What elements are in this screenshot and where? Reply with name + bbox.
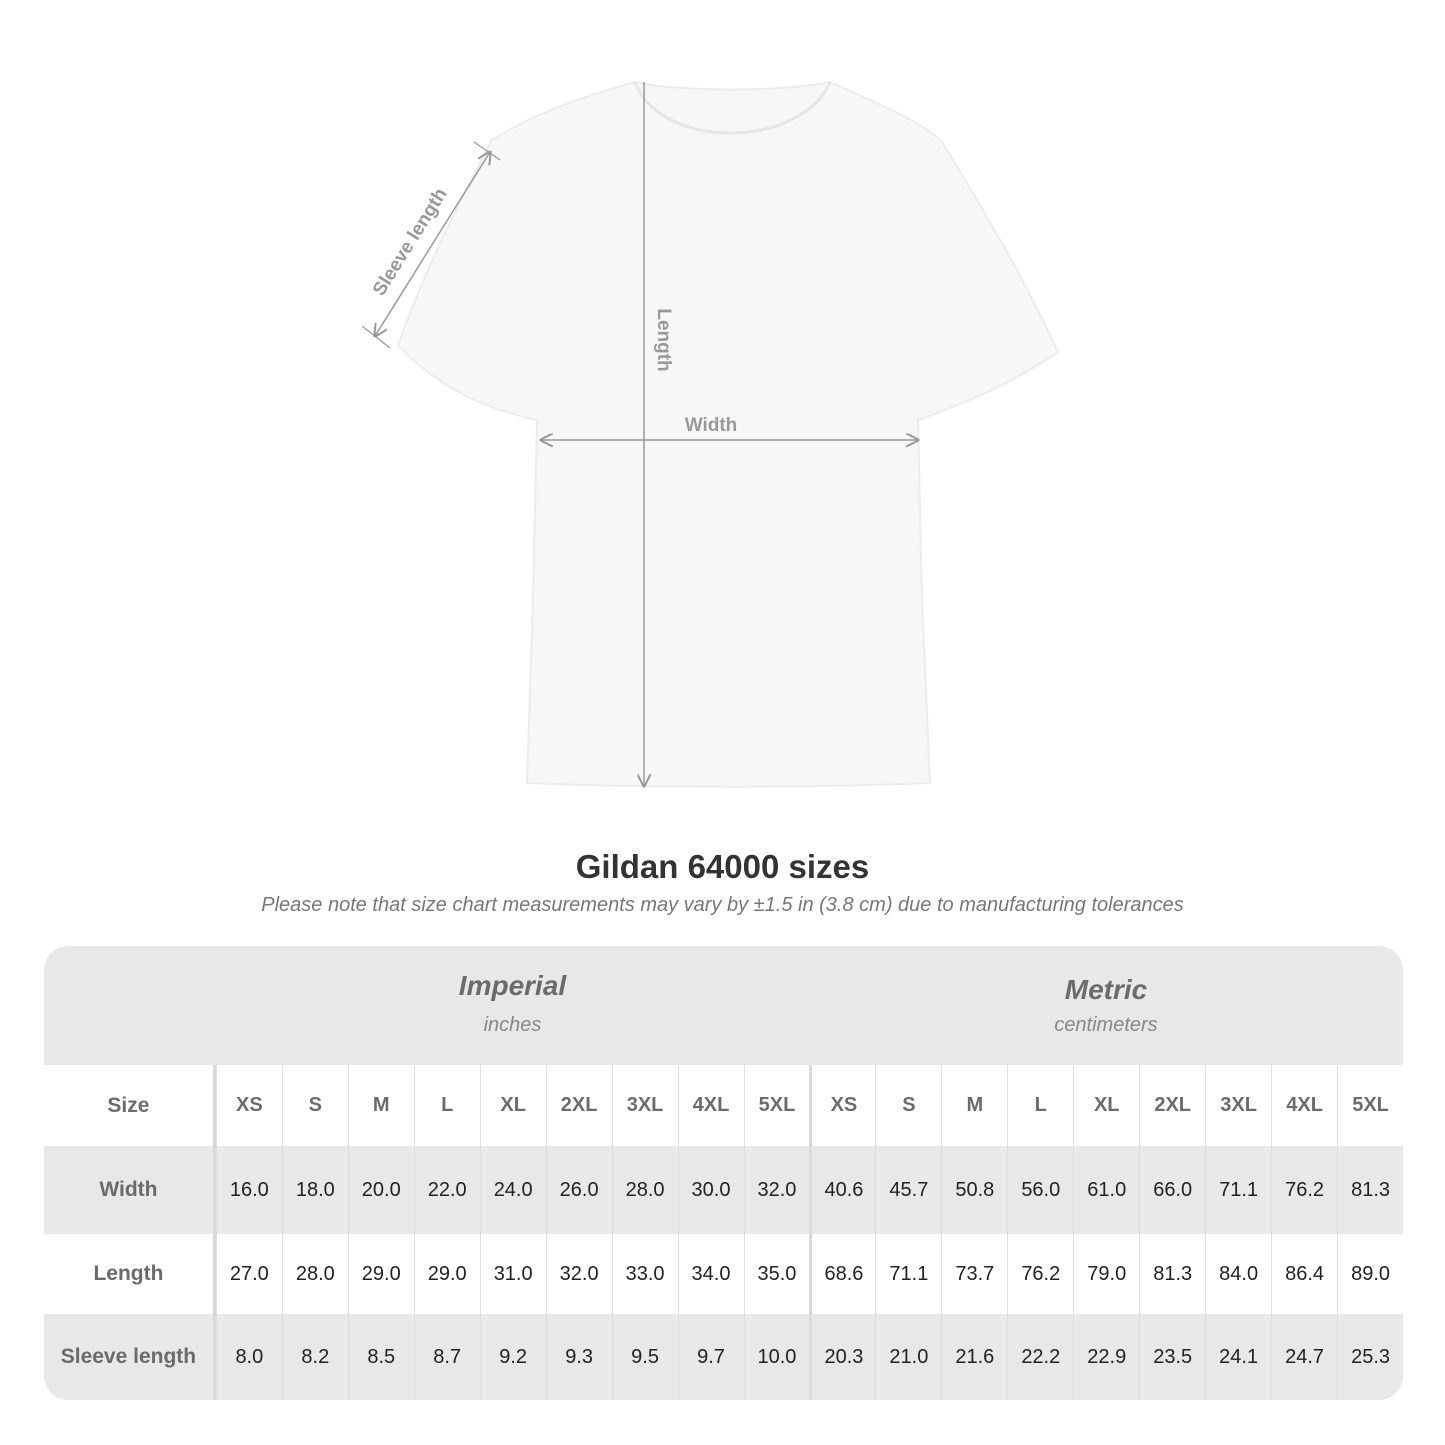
imperial-value: 28.0 bbox=[281, 1234, 348, 1314]
metric-value: 84.0 bbox=[1205, 1234, 1271, 1314]
size-header: 2XL bbox=[545, 1065, 612, 1146]
imperial-value: 22.0 bbox=[413, 1146, 480, 1234]
metric-value: 24.1 bbox=[1205, 1314, 1271, 1400]
imperial-value: 16.0 bbox=[215, 1146, 282, 1234]
size-grid: Size XS S M L XL 2XL 3XL 4XL 5XL XS S M L XL 2XL 3XL 4XL 5… bbox=[44, 1065, 1403, 1400]
imperial-value: 27.0 bbox=[215, 1234, 282, 1314]
row-label: Length bbox=[44, 1234, 216, 1314]
imperial-value: 18.0 bbox=[281, 1146, 348, 1234]
imperial-value: 31.0 bbox=[479, 1234, 546, 1314]
metric-value: 22.2 bbox=[1007, 1314, 1073, 1400]
imperial-value: 8.7 bbox=[413, 1314, 480, 1400]
metric-unit: centimeters bbox=[1054, 1014, 1158, 1036]
imperial-value: 8.0 bbox=[215, 1314, 282, 1400]
table-row: Length 27.0 28.0 29.0 29.0 31.0 32.0 33.0 34.0 35… bbox=[44, 1234, 1403, 1314]
tshirt-diagram: Sleeve length Length Width bbox=[361, 80, 1060, 788]
metric-value: 71.1 bbox=[1205, 1146, 1271, 1234]
table-row: Width 16.0 18.0 20.0 22.0 24.0 26.0 28.0 30.0 32.… bbox=[44, 1146, 1403, 1234]
size-header: S bbox=[281, 1065, 348, 1146]
table-row: Sleeve length 8.0 8.2 8.5 8.7 9.2 9.3 9.5 9.7 10.… bbox=[44, 1314, 1403, 1400]
metric-value: 40.6 bbox=[809, 1146, 875, 1234]
size-header: XS bbox=[809, 1065, 875, 1146]
imperial-value: 29.0 bbox=[413, 1234, 480, 1314]
imperial-value: 20.0 bbox=[347, 1146, 414, 1234]
metric-value: 24.7 bbox=[1271, 1314, 1337, 1400]
metric-value: 81.3 bbox=[1139, 1234, 1205, 1314]
imperial-unit: inches bbox=[483, 1014, 542, 1036]
metric-title: Metric bbox=[1064, 974, 1148, 1005]
size-table: Imperial inches Metric centimeters Size X… bbox=[44, 946, 1403, 1400]
row-label: Size bbox=[44, 1065, 216, 1146]
imperial-value: 9.2 bbox=[479, 1314, 546, 1400]
size-header: L bbox=[413, 1065, 480, 1146]
imperial-value: 28.0 bbox=[611, 1146, 678, 1234]
metric-value: 20.3 bbox=[809, 1314, 875, 1400]
metric-value: 21.6 bbox=[941, 1314, 1007, 1400]
size-header: 5XL bbox=[1337, 1065, 1403, 1146]
size-header: 3XL bbox=[1205, 1065, 1271, 1146]
chart-title: Gildan 64000 sizes bbox=[575, 848, 870, 885]
metric-value: 25.3 bbox=[1337, 1314, 1403, 1400]
imperial-value: 8.2 bbox=[281, 1314, 348, 1400]
size-header: 4XL bbox=[677, 1065, 744, 1146]
metric-value: 23.5 bbox=[1139, 1314, 1205, 1400]
imperial-value: 34.0 bbox=[677, 1234, 744, 1314]
metric-value: 81.3 bbox=[1337, 1146, 1403, 1234]
metric-value: 76.2 bbox=[1271, 1146, 1337, 1234]
imperial-title: Imperial bbox=[458, 970, 567, 1001]
metric-header: Metric centimeters bbox=[809, 946, 1403, 1063]
row-label: Sleeve length bbox=[44, 1314, 216, 1400]
metric-value: 50.8 bbox=[941, 1146, 1007, 1234]
length-label: Length bbox=[653, 308, 674, 371]
imperial-value: 32.0 bbox=[545, 1234, 612, 1314]
width-label: Width bbox=[685, 415, 738, 436]
imperial-value: 26.0 bbox=[545, 1146, 612, 1234]
metric-value: 89.0 bbox=[1337, 1234, 1403, 1314]
size-header-row: Size XS S M L XL 2XL 3XL 4XL 5XL XS S M L XL 2XL 3XL 4XL 5… bbox=[44, 1065, 1403, 1146]
imperial-value: 29.0 bbox=[347, 1234, 414, 1314]
imperial-value: 10.0 bbox=[743, 1314, 810, 1400]
metric-value: 56.0 bbox=[1007, 1146, 1073, 1234]
imperial-value: 9.3 bbox=[545, 1314, 612, 1400]
metric-value: 21.0 bbox=[875, 1314, 941, 1400]
metric-value: 73.7 bbox=[941, 1234, 1007, 1314]
imperial-value: 8.5 bbox=[347, 1314, 414, 1400]
imperial-value: 9.5 bbox=[611, 1314, 678, 1400]
size-header: 4XL bbox=[1271, 1065, 1337, 1146]
metric-value: 61.0 bbox=[1073, 1146, 1139, 1234]
size-header: XL bbox=[1073, 1065, 1139, 1146]
imperial-value: 9.7 bbox=[677, 1314, 744, 1400]
metric-value: 22.9 bbox=[1073, 1314, 1139, 1400]
metric-value: 76.2 bbox=[1007, 1234, 1073, 1314]
metric-value: 79.0 bbox=[1073, 1234, 1139, 1314]
size-header: XS bbox=[215, 1065, 282, 1146]
collar bbox=[633, 81, 832, 135]
size-header: 5XL bbox=[743, 1065, 810, 1146]
metric-value: 71.1 bbox=[875, 1234, 941, 1314]
imperial-value: 30.0 bbox=[677, 1146, 744, 1234]
sleeve-arrow bbox=[375, 152, 490, 336]
size-header: XL bbox=[479, 1065, 546, 1146]
size-header: 2XL bbox=[1139, 1065, 1205, 1146]
size-header: 3XL bbox=[611, 1065, 678, 1146]
metric-value: 68.6 bbox=[809, 1234, 875, 1314]
imperial-header: Imperial inches bbox=[216, 946, 809, 1063]
metric-value: 86.4 bbox=[1271, 1234, 1337, 1314]
size-header: M bbox=[941, 1065, 1007, 1146]
row-label: Width bbox=[44, 1146, 216, 1234]
size-header: M bbox=[347, 1065, 414, 1146]
tolerance-note: Please note that size chart measurements… bbox=[261, 894, 1184, 916]
imperial-value: 32.0 bbox=[743, 1146, 810, 1234]
metric-value: 66.0 bbox=[1139, 1146, 1205, 1234]
metric-value: 45.7 bbox=[875, 1146, 941, 1234]
imperial-value: 24.0 bbox=[479, 1146, 546, 1234]
size-header: S bbox=[875, 1065, 941, 1146]
imperial-value: 33.0 bbox=[611, 1234, 678, 1314]
imperial-value: 35.0 bbox=[743, 1234, 810, 1314]
size-header: L bbox=[1007, 1065, 1073, 1146]
